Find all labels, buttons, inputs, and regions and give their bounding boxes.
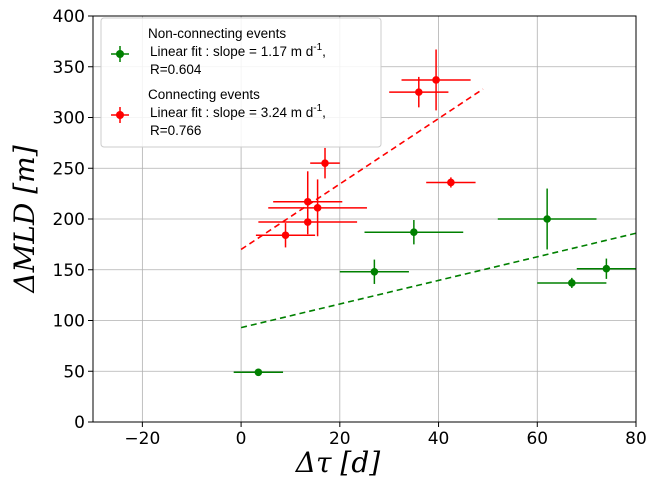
y-tick-label: 50 [63, 362, 85, 382]
y-tick-label: 150 [53, 261, 85, 281]
data-point-non-connecting [576, 258, 636, 279]
legend-r-connecting: R=0.766 [150, 123, 201, 138]
point-marker [281, 231, 290, 240]
y-tick-label: 250 [53, 159, 85, 179]
data-point-non-connecting [537, 277, 607, 289]
legend-name-connecting: Connecting events [148, 87, 260, 102]
point-marker [432, 76, 440, 84]
point-marker [321, 159, 329, 167]
y-axis-label: ΔMLD [m] [8, 145, 41, 293]
axis-ticks: −20 0 20 40 60 80 0 50 100 150 200 250 300 350 400 [53, 7, 647, 449]
legend-fit-text: Linear fit : slope = 3.24 m d [150, 105, 313, 120]
legend-dot [116, 111, 124, 119]
point-marker [303, 197, 312, 206]
y-tick-label: 0 [74, 413, 85, 433]
data-point-connecting [273, 171, 343, 233]
legend-fit-text: Linear fit : slope = 1.17 m d [150, 44, 313, 59]
legend: Non-connecting events Linear fit : slope… [100, 17, 382, 148]
data-point-non-connecting [339, 259, 409, 284]
legend-r-non-connecting: R=0.604 [150, 62, 202, 77]
data-points [233, 49, 636, 377]
legend-fit-tail: , [322, 44, 326, 59]
legend-fit-non-connecting: Linear fit : slope = 1.17 m d-1, [150, 42, 326, 59]
y-tick-label: 100 [53, 312, 85, 332]
point-marker [254, 368, 263, 377]
legend-fit-exponent: -1 [313, 103, 322, 114]
legend-fit-tail: , [322, 105, 326, 120]
y-tick-label: 200 [53, 210, 85, 230]
data-point-non-connecting [497, 188, 597, 250]
x-tick-label: 80 [625, 429, 647, 449]
y-tick-label: 300 [53, 109, 85, 129]
legend-marker-non-connecting [111, 46, 129, 62]
data-point-connecting [389, 76, 449, 108]
data-point-non-connecting [233, 368, 284, 377]
point-marker [370, 267, 379, 276]
point-marker [543, 215, 551, 223]
fit-line-non-connecting [240, 232, 637, 329]
x-tick-label: 0 [236, 429, 247, 449]
y-tick-label: 400 [53, 7, 85, 27]
x-tick-label: −20 [124, 429, 160, 449]
fit-lines [240, 88, 637, 329]
data-point-connecting [268, 179, 367, 237]
data-point-connecting [426, 177, 476, 188]
x-tick-label: 60 [526, 429, 548, 449]
data-point-non-connecting [364, 220, 464, 245]
x-axis-label: Δτ [d] [295, 446, 380, 479]
point-marker [602, 264, 611, 273]
point-marker [415, 88, 423, 96]
point-marker [410, 228, 418, 236]
legend-name-non-connecting: Non-connecting events [148, 26, 286, 41]
x-tick-label: 40 [428, 429, 450, 449]
point-marker [447, 178, 455, 187]
x-tick-label: 20 [329, 429, 351, 449]
point-marker [568, 279, 576, 287]
legend-dot [116, 50, 124, 58]
point-marker [313, 204, 322, 212]
legend-fit-connecting: Linear fit : slope = 3.24 m d-1, [150, 103, 326, 120]
legend-box [100, 17, 382, 148]
fit-line-connecting [240, 88, 484, 251]
y-tick-label: 350 [53, 58, 85, 78]
data-point-connecting [401, 49, 471, 111]
legend-fit-exponent: -1 [313, 42, 322, 53]
legend-marker-connecting [111, 107, 129, 123]
data-point-connecting [255, 223, 316, 248]
data-point-connecting [310, 147, 340, 179]
